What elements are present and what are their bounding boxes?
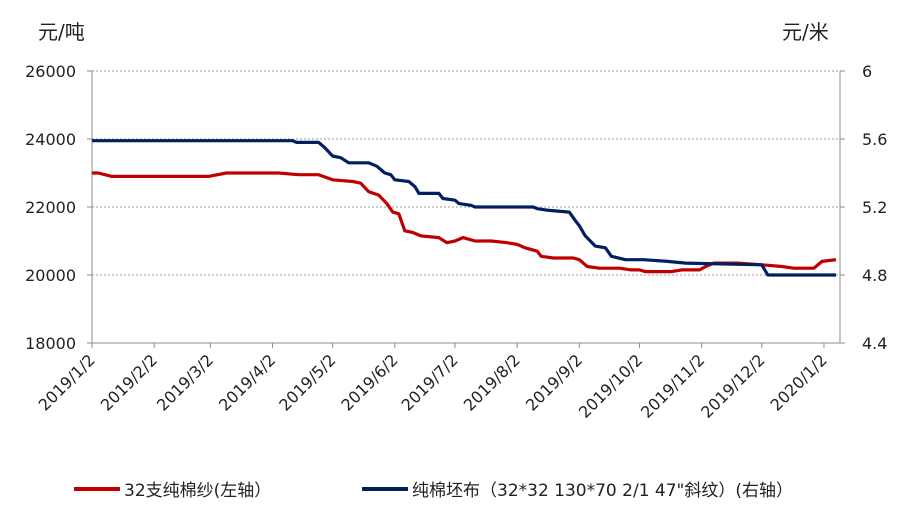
right-tick-label: 4.4 [862,334,887,353]
x-tick-label: 2019/11/2 [637,350,708,421]
legend-label-yarn: 32支纯棉纱(左轴） [124,481,272,501]
left-tick-label: 18000 [25,334,76,353]
x-tick-label: 2019/9/2 [522,350,586,414]
x-tick-label: 2019/10/2 [575,350,646,421]
legend-item-fabric: 纯棉坯布（32*32 130*70 2/1 47"斜纹）(右轴） [362,476,793,501]
x-tick-label: 2019/8/2 [460,350,524,414]
left-tick-label: 26000 [25,62,76,81]
x-tick-label: 2019/7/2 [398,350,462,414]
x-tick-label: 2019/5/2 [275,350,339,414]
series-line-fabric [92,139,836,277]
legend-swatch-yarn [74,486,120,491]
x-tick-label: 2019/2/2 [97,350,161,414]
right-axis-tick-labels: 4.4 4.8 5.2 5.6 6 [862,62,887,353]
right-tick-label: 5.6 [862,130,887,149]
left-tick-label: 20000 [25,266,76,285]
x-tick-label: 2019/3/2 [153,350,217,414]
legend-label-fabric: 纯棉坯布（32*32 130*70 2/1 47"斜纹）(右轴） [412,481,793,501]
series-lines [92,139,837,277]
left-tick-label: 22000 [25,198,76,217]
x-tick-label: 2019/1/2 [35,350,99,414]
axes [87,70,845,348]
x-tick-label: 2019/4/2 [215,350,279,414]
series-line-yarn [92,171,837,274]
left-axis-tick-labels: 18000 20000 22000 24000 26000 [25,62,76,353]
x-tick-label: 2020/1/2 [767,350,831,414]
right-tick-label: 5.2 [862,198,887,217]
right-tick-label: 4.8 [862,266,887,285]
left-tick-label: 24000 [25,130,76,149]
x-axis-tick-labels: 2019/1/22019/2/22019/3/22019/4/22019/5/2… [35,350,831,421]
left-axis-unit: 元/吨 [38,20,85,44]
x-tick-label: 2019/6/2 [337,350,401,414]
right-tick-label: 6 [862,62,872,81]
gridlines [92,70,840,276]
legend: 32支纯棉纱(左轴） 纯棉坯布（32*32 130*70 2/1 47"斜纹）(… [0,476,913,506]
x-tick-label: 2019/12/2 [697,350,768,421]
legend-swatch-fabric [362,486,408,491]
right-axis-unit: 元/米 [782,20,829,44]
legend-item-yarn: 32支纯棉纱(左轴） [74,476,271,501]
